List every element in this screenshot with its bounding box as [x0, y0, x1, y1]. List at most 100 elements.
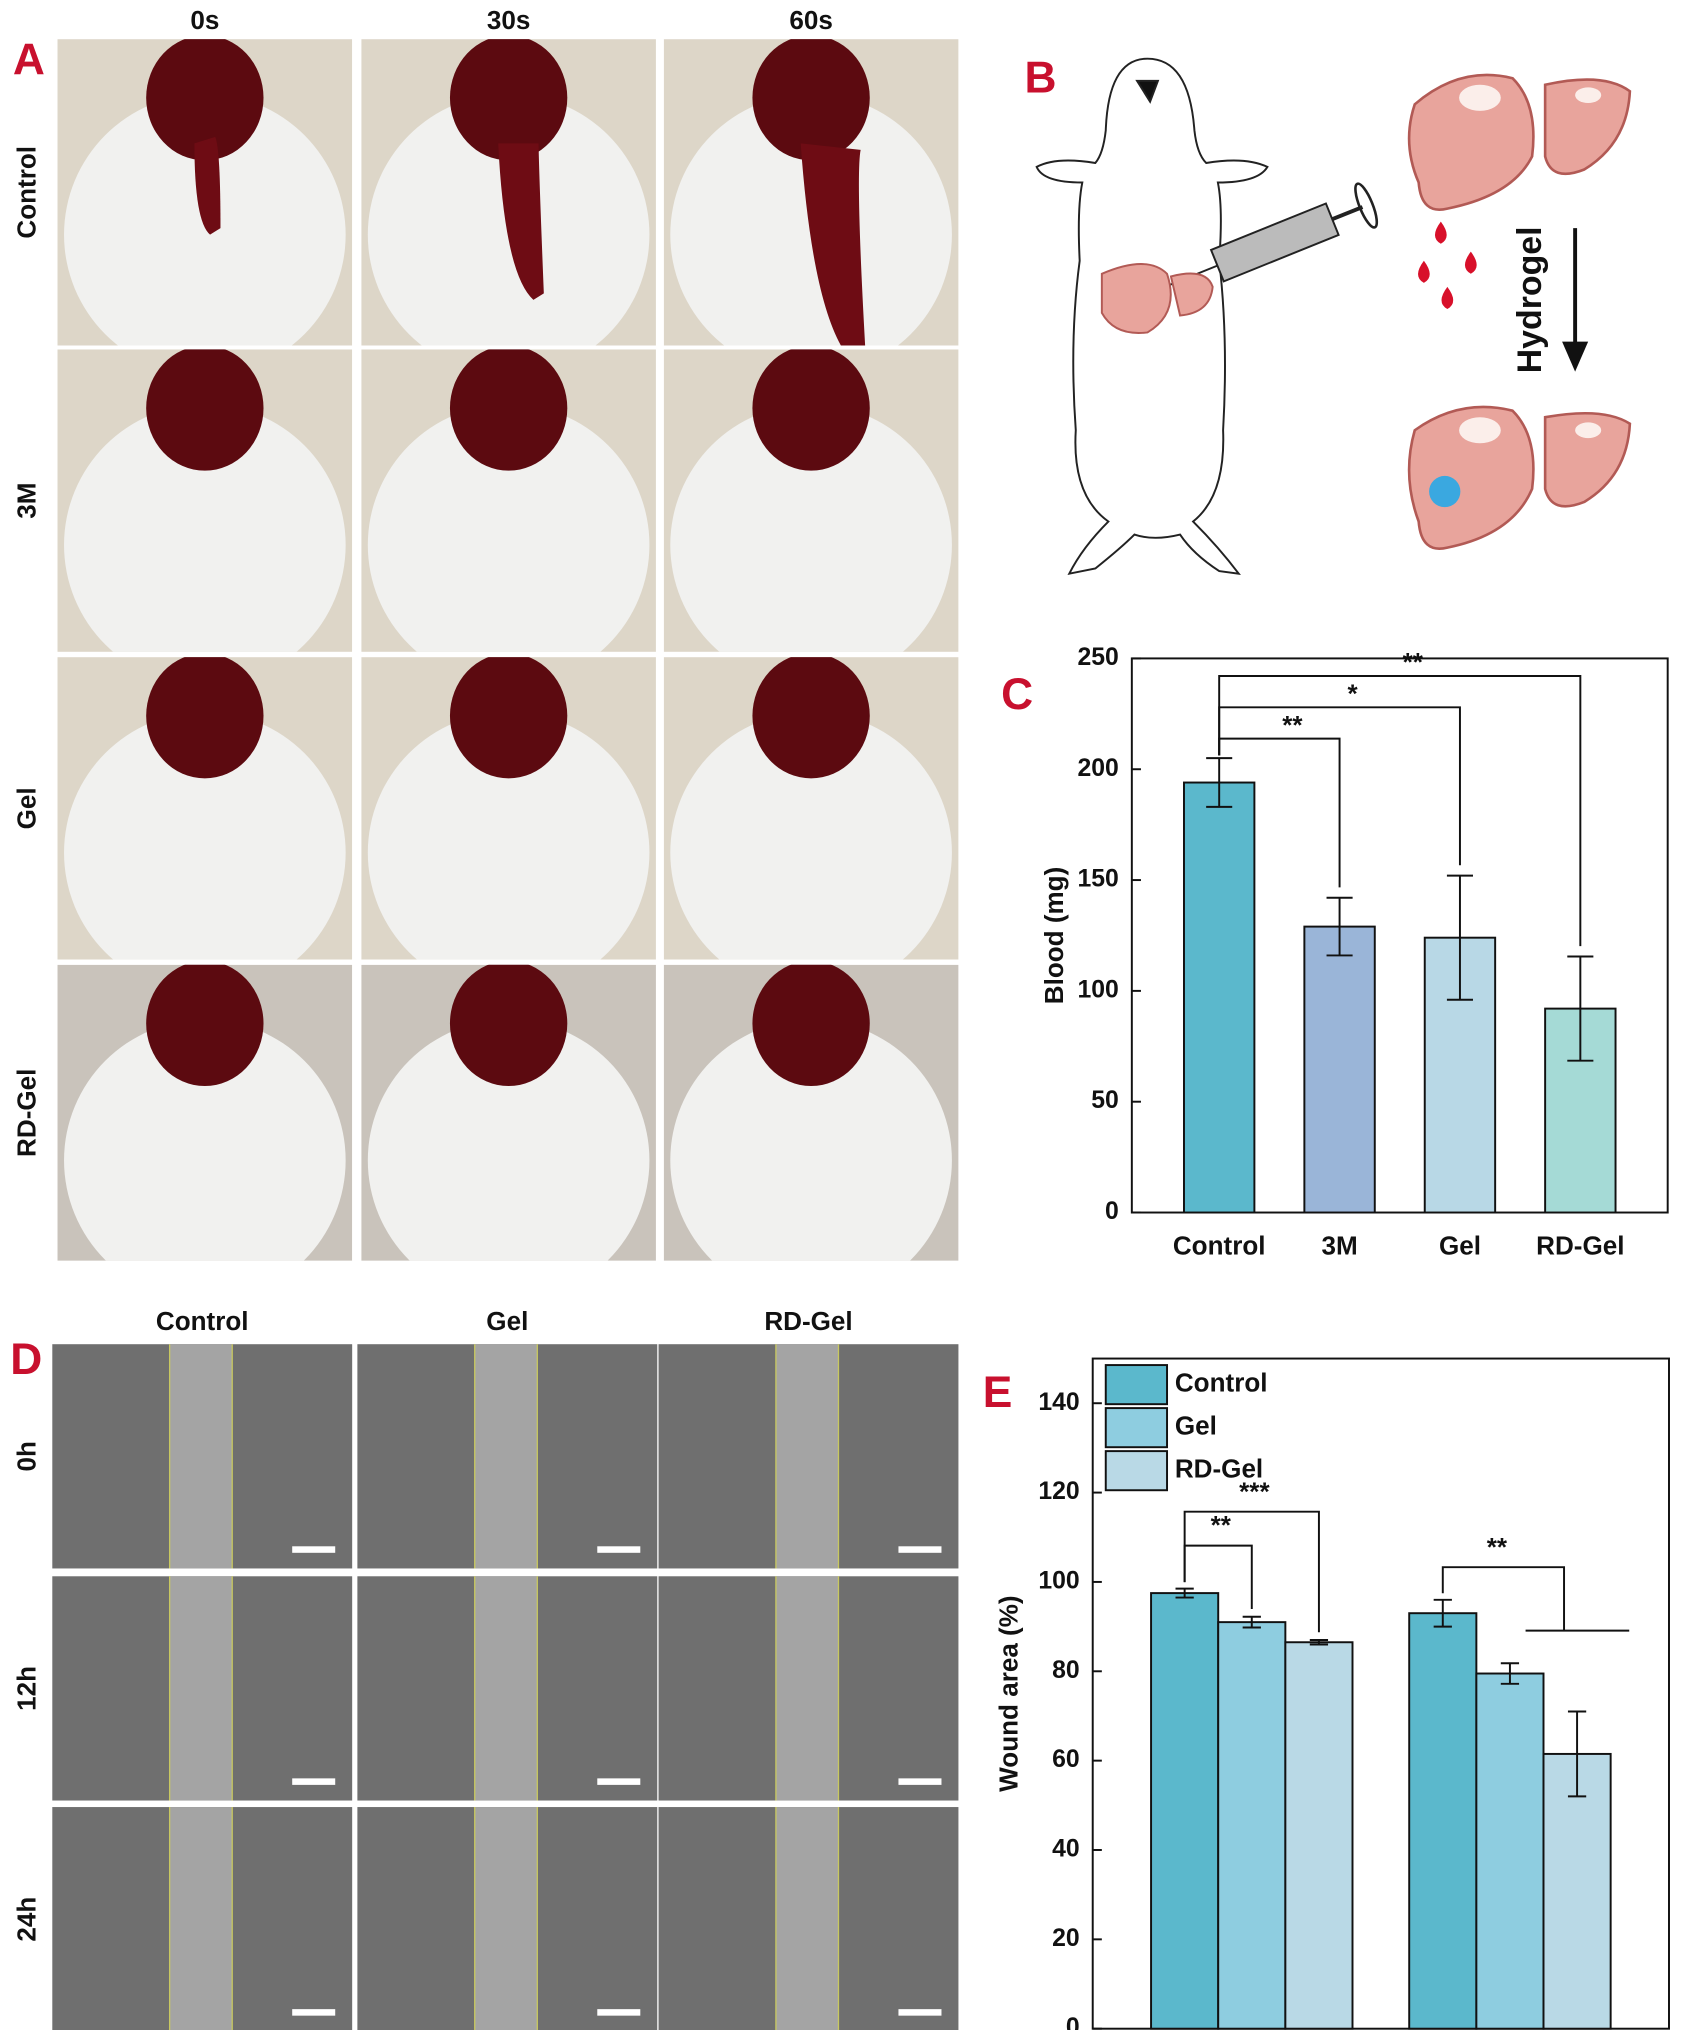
blood-drops — [1418, 221, 1477, 309]
bar — [1408, 1612, 1478, 2030]
sig-bracket — [1183, 1510, 1320, 1633]
photo — [663, 657, 959, 960]
sig-label: *** — [1239, 1476, 1270, 1506]
y-tick-label: 40 — [1052, 1836, 1080, 1863]
liver-treated — [1407, 405, 1632, 550]
y-tick-label: 140 — [1038, 1389, 1079, 1416]
error-bar — [1326, 896, 1353, 957]
wound-gap — [169, 1807, 233, 2030]
row-label: 24h — [12, 1897, 42, 1942]
filter-paper — [670, 1019, 952, 1261]
scale-bar — [898, 1778, 942, 1785]
y-tick-label: 20 — [1052, 1925, 1080, 1952]
photo — [361, 349, 656, 652]
y-tick-label: 50 — [1091, 1087, 1119, 1114]
blood — [498, 143, 544, 300]
y-tick-label: 100 — [1077, 976, 1118, 1003]
plot-frame — [1091, 1357, 1670, 2030]
row-label: RD-Gel — [12, 1069, 42, 1157]
highlight — [1575, 422, 1602, 439]
rat-nose — [1135, 79, 1160, 104]
liver-small — [1100, 263, 1214, 334]
liver-lobe — [1169, 272, 1214, 317]
syringe — [1144, 182, 1379, 296]
filter-paper — [670, 711, 952, 960]
x-tick-label: Gel — [1439, 1231, 1481, 1261]
liver — [146, 349, 264, 471]
photo — [57, 349, 353, 652]
y-tick-label: 0 — [1066, 2014, 1080, 2030]
error-bar — [1309, 1639, 1329, 1646]
liver-lobe — [1543, 78, 1632, 176]
filter-paper — [64, 1019, 346, 1261]
y-tick-label: 250 — [1077, 644, 1118, 671]
error-bar — [1446, 874, 1473, 1001]
column-label: 30s — [487, 5, 530, 35]
scale-bar — [292, 1778, 336, 1785]
bar — [1183, 781, 1256, 1214]
syringe-plunger — [1331, 205, 1364, 222]
photo — [57, 657, 353, 960]
photo — [663, 39, 959, 346]
photo — [663, 964, 959, 1261]
liver-lobe — [1407, 73, 1535, 211]
rat-outline — [1035, 57, 1269, 576]
scale-bar — [898, 2009, 942, 2016]
plot-frame — [1130, 657, 1669, 1214]
hydrogel-spot — [1429, 475, 1461, 508]
error-bar — [1206, 757, 1233, 808]
bar — [1217, 1621, 1287, 2030]
scale-bar — [292, 1546, 336, 1553]
filter-paper — [670, 404, 952, 652]
error-bar — [1567, 1710, 1587, 1798]
row-label: 12h — [12, 1666, 42, 1711]
y-tick-label: 120 — [1038, 1478, 1079, 1505]
filter-paper — [367, 404, 650, 652]
sig-label: ** — [1282, 710, 1303, 740]
row-label: Gel — [12, 787, 42, 829]
arrow-head — [1562, 341, 1589, 372]
filter-paper — [367, 711, 650, 960]
sig-label: ** — [1403, 647, 1424, 677]
legend-label: Gel — [1175, 1411, 1217, 1441]
legend-label: RD-Gel — [1175, 1454, 1263, 1484]
liver — [752, 964, 870, 1087]
liver — [449, 964, 568, 1087]
syringe-barrel — [1209, 202, 1340, 283]
bar — [1475, 1672, 1545, 2030]
wound-gap — [169, 1576, 233, 1801]
liver — [449, 657, 568, 779]
panel-letter: E — [983, 1368, 1013, 1417]
photo — [57, 39, 353, 346]
scale-bar — [597, 1546, 641, 1553]
liver-bleeding — [1407, 73, 1632, 309]
legend-swatch — [1104, 1364, 1169, 1406]
error-bar — [1175, 1587, 1194, 1599]
sig-label: ** — [1211, 1510, 1232, 1540]
filter-paper — [64, 711, 346, 960]
error-bar — [1567, 955, 1594, 1062]
column-label: RD-Gel — [764, 1306, 852, 1336]
liver-lobe — [1100, 263, 1172, 334]
y-axis-label: Wound area (%) — [993, 1595, 1023, 1791]
legend-swatch — [1104, 1407, 1169, 1449]
process-label: Hydrogel — [1511, 226, 1549, 373]
x-tick-label: 3M — [1321, 1231, 1357, 1261]
filter-paper — [64, 404, 346, 652]
highlight — [1459, 84, 1501, 111]
x-tick-label: RD-Gel — [1536, 1231, 1624, 1261]
syringe-handle — [1354, 182, 1379, 229]
row-label: 0h — [12, 1441, 42, 1471]
blood — [194, 136, 221, 235]
error-bar — [1433, 1598, 1452, 1628]
wound-gap — [775, 1807, 839, 2030]
scale-bar — [597, 2009, 641, 2016]
panel-letter: B — [1025, 54, 1057, 103]
column-label: Control — [156, 1306, 249, 1336]
schematic — [1035, 57, 1269, 576]
error-bar — [1242, 1615, 1261, 1629]
y-tick-label: 100 — [1038, 1567, 1079, 1594]
photo — [361, 964, 656, 1261]
liver — [146, 39, 264, 161]
liver — [146, 657, 264, 779]
